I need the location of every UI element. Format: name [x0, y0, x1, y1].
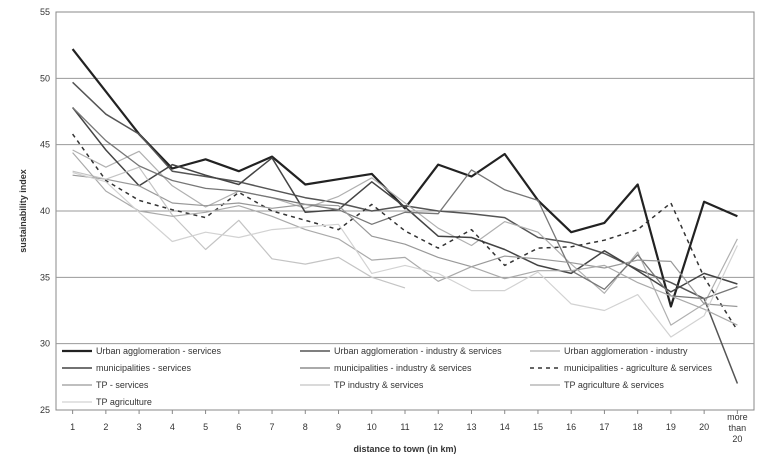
x-tick-label: 1 [70, 422, 75, 432]
y-axis-title: sustainability index [18, 169, 28, 253]
x-tick-label: 5 [203, 422, 208, 432]
legend-label: Urban agglomeration - industry [564, 346, 688, 356]
series-line-8 [72, 166, 406, 289]
x-tick-label: 11 [400, 422, 409, 432]
x-tick-label: 4 [170, 422, 175, 432]
legend-label: municipalities - industry & services [334, 363, 472, 373]
x-tick-label: 15 [533, 422, 543, 432]
legend-label: TP industry & services [334, 380, 424, 390]
series-line-10 [72, 171, 738, 338]
x-tick-label: 6 [236, 422, 241, 432]
y-tick-label: 40 [40, 206, 50, 216]
series-line-5 [72, 107, 738, 300]
x-tick-label: 20 [699, 422, 709, 432]
x-tick-label: 9 [336, 422, 341, 432]
x-tick-label: 13 [466, 422, 476, 432]
legend-label: municipalities - agriculture & services [564, 363, 713, 373]
series-lines [71, 48, 739, 384]
legend: Urban agglomeration - services Urban aggl… [62, 346, 713, 407]
legend-label: Urban agglomeration - industry & service… [334, 346, 502, 356]
x-tick-label: 7 [270, 422, 275, 432]
y-tick-label: 25 [40, 405, 50, 415]
x-tick-label: 17 [599, 422, 609, 432]
legend-label: municipalities - services [96, 363, 192, 373]
x-tick-label: 2 [103, 422, 108, 432]
legend-label: TP agriculture & services [564, 380, 664, 390]
series-line-4 [72, 107, 738, 293]
series-line-6 [71, 133, 739, 331]
x-axis-title: distance to town (in km) [353, 444, 456, 454]
x-tick-label: 3 [137, 422, 142, 432]
y-tick-label: 50 [40, 73, 50, 83]
series-line-7 [72, 174, 738, 308]
y-tick-label: 55 [40, 7, 50, 17]
x-tick-label: 12 [433, 422, 443, 432]
y-tick-label: 35 [40, 272, 50, 282]
x-tick-label: 16 [566, 422, 576, 432]
y-tick-label: 30 [40, 339, 50, 349]
legend-label: Urban agglomeration - services [96, 346, 222, 356]
x-tick-label: 18 [633, 422, 643, 432]
gridlines [56, 77, 754, 345]
legend-label: TP agriculture [96, 397, 152, 407]
y-axis: 25 30 35 40 45 50 55 [40, 7, 50, 415]
legend-label: TP - services [96, 380, 149, 390]
x-tick-label: 19 [666, 422, 676, 432]
y-tick-label: 45 [40, 140, 50, 150]
x-tick-label: more than 20 [727, 412, 748, 444]
series-line-1 [71, 48, 738, 308]
series-line-9 [72, 152, 738, 326]
x-tick-label: 8 [303, 422, 308, 432]
x-tick-label: 10 [367, 422, 377, 432]
x-tick-label: 14 [500, 422, 510, 432]
